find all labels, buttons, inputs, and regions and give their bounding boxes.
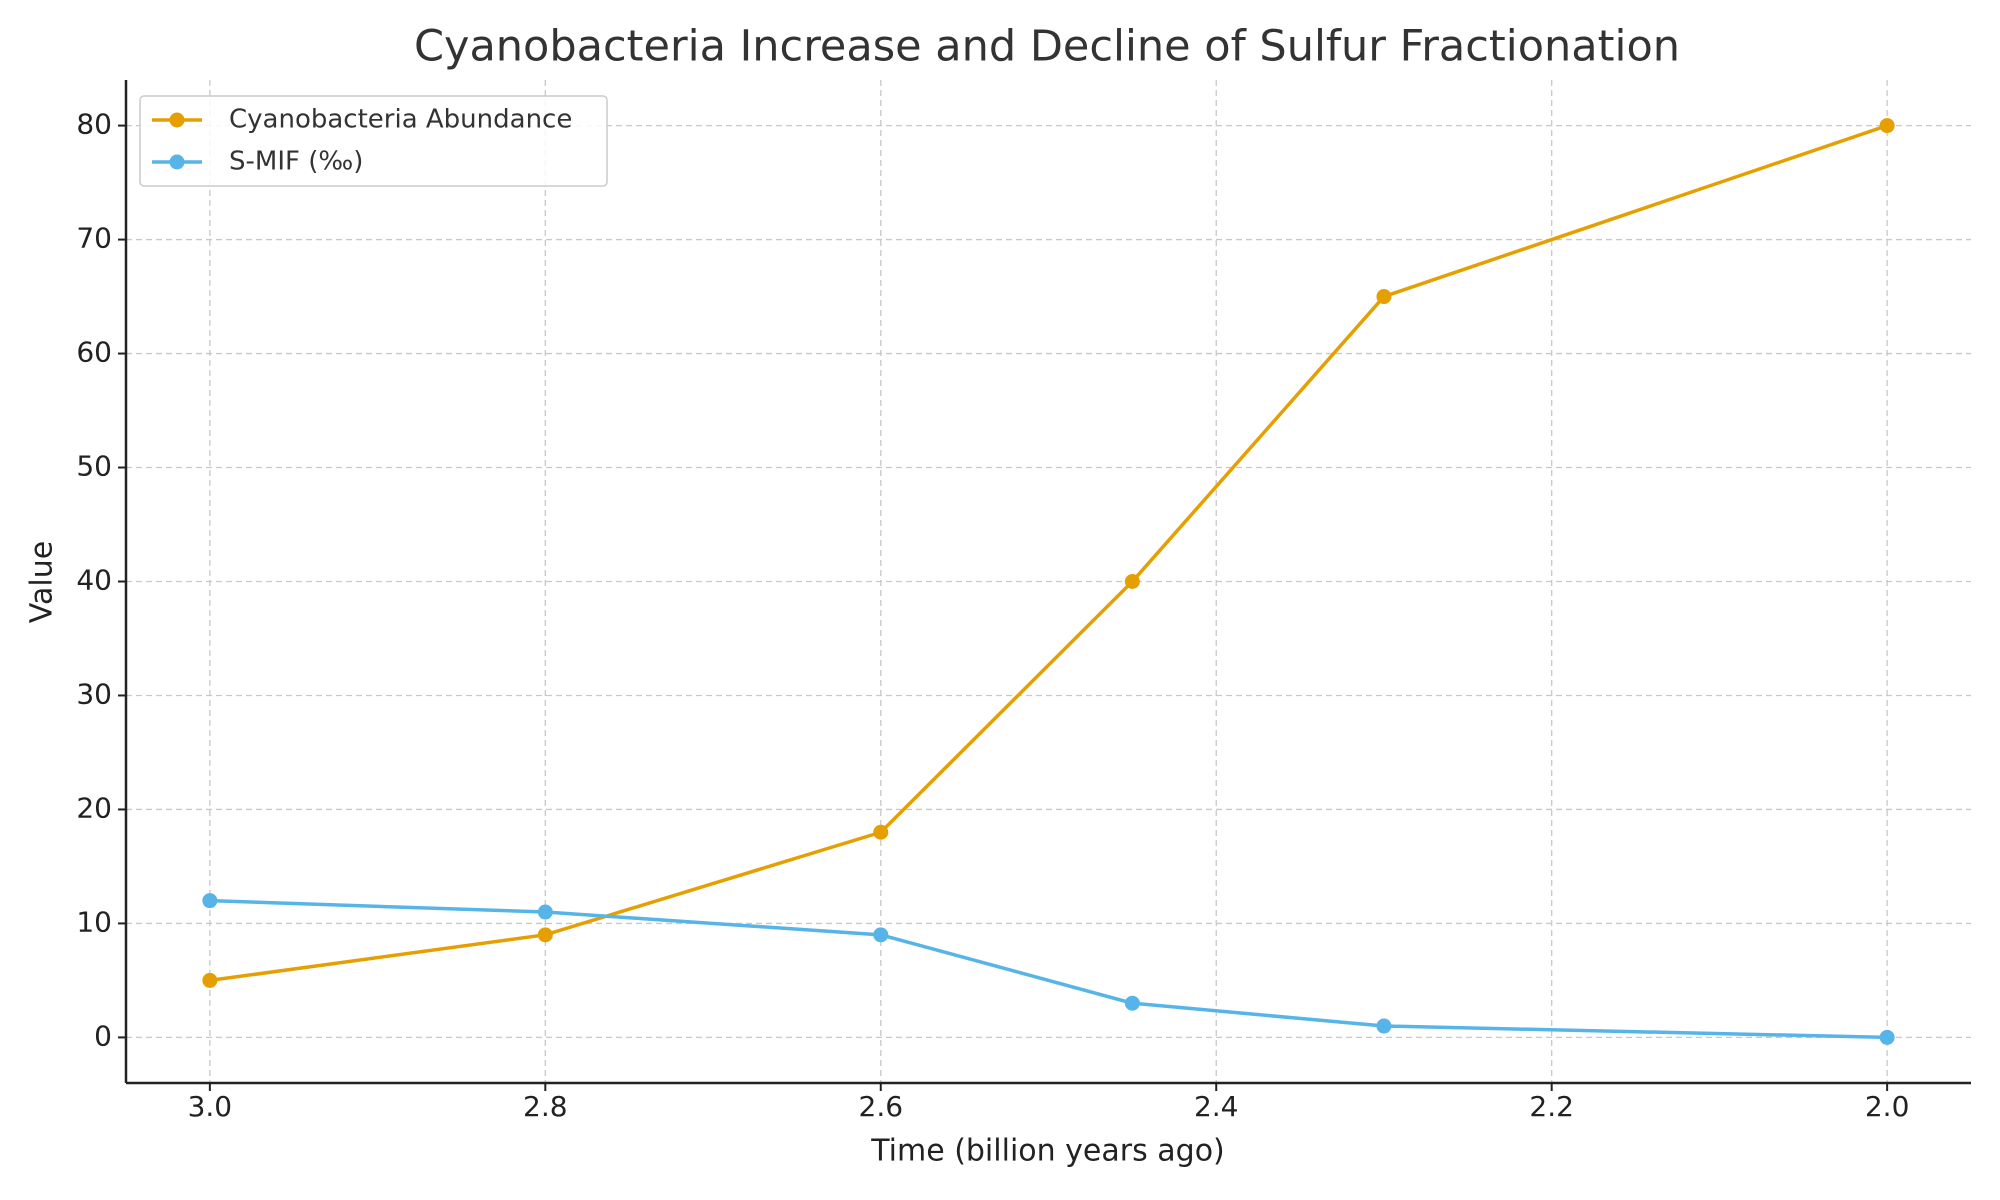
y-tick-label: 70	[76, 222, 112, 255]
y-axis-label: Value	[25, 541, 60, 623]
legend-marker	[169, 154, 185, 170]
x-tick-label: 2.4	[1194, 1090, 1239, 1123]
point	[1124, 995, 1140, 1011]
point	[1376, 1018, 1392, 1034]
x-axis-label: Time (billion years ago)	[870, 1134, 1225, 1169]
legend: Cyanobacteria Abundance S-MIF (‰)	[139, 95, 608, 187]
y-tick-label: 20	[76, 791, 112, 824]
y-tick-label: 60	[76, 336, 112, 369]
y-tick-label: 40	[76, 564, 112, 597]
x-tick-label: 2.0	[1865, 1090, 1910, 1123]
point	[873, 927, 889, 943]
point	[873, 824, 889, 840]
point	[1879, 118, 1895, 134]
legend-label: S-MIF (‰)	[229, 147, 363, 177]
x-tick-label: 2.2	[1529, 1090, 1574, 1123]
point	[537, 904, 553, 920]
legend-label: Cyanobacteria Abundance	[229, 105, 572, 135]
point	[1376, 289, 1392, 305]
chart-title: Cyanobacteria Increase and Decline of Su…	[414, 22, 1680, 72]
x-tick-label: 3.0	[188, 1090, 233, 1123]
legend-marker	[169, 112, 185, 128]
y-tick-label: 80	[76, 108, 112, 141]
point	[537, 927, 553, 943]
x-tick-label: 2.6	[859, 1090, 904, 1123]
y-tick-label: 10	[76, 905, 112, 938]
y-tick-label: 30	[76, 677, 112, 710]
point	[202, 972, 218, 988]
x-tick-label: 2.8	[523, 1090, 568, 1123]
point	[1879, 1029, 1895, 1045]
point	[1124, 574, 1140, 589]
y-tick-label: 0	[94, 1019, 112, 1052]
legend-box	[139, 95, 608, 187]
y-tick-label: 50	[76, 450, 112, 483]
point	[202, 893, 218, 909]
series-line	[209, 898, 1888, 1040]
series-line	[209, 123, 1888, 983]
